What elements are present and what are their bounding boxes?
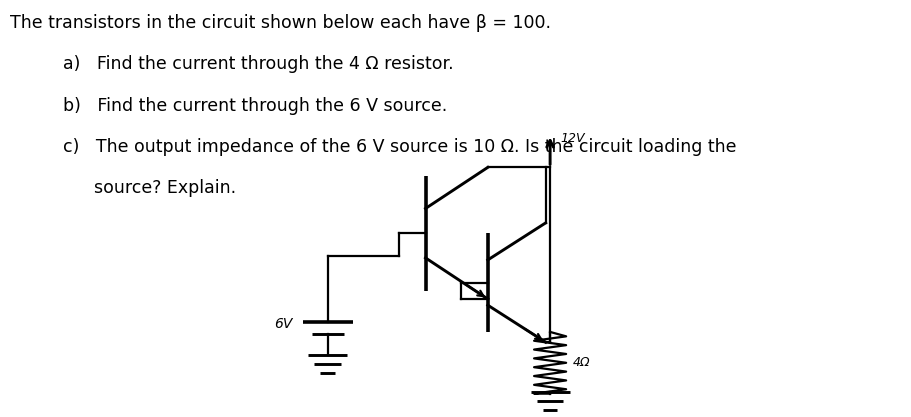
Text: 12V: 12V <box>561 132 585 146</box>
Text: c)   The output impedance of the 6 V source is 10 Ω. Is the circuit loading the: c) The output impedance of the 6 V sourc… <box>63 138 737 156</box>
Text: 4Ω: 4Ω <box>572 356 589 369</box>
Text: b)   Find the current through the 6 V source.: b) Find the current through the 6 V sour… <box>63 97 447 115</box>
Text: The transistors in the circuit shown below each have β = 100.: The transistors in the circuit shown bel… <box>10 14 551 32</box>
Text: 6V: 6V <box>273 317 292 331</box>
Text: source? Explain.: source? Explain. <box>95 179 237 197</box>
Text: a)   Find the current through the 4 Ω resistor.: a) Find the current through the 4 Ω resi… <box>63 55 454 73</box>
